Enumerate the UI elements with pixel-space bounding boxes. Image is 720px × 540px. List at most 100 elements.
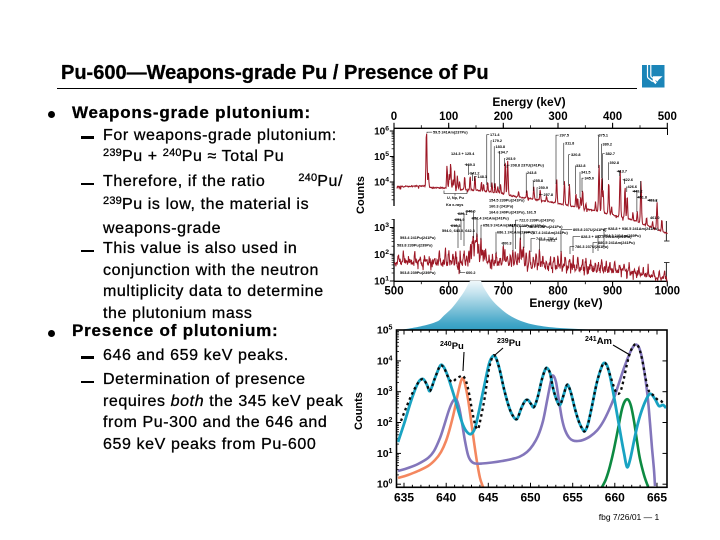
svg-text:593.4 241Pu(241Pu): 593.4 241Pu(241Pu) <box>400 236 436 240</box>
svg-text:U, Np, Pu: U, Np, Pu <box>447 196 465 200</box>
svg-text:Energy (keV): Energy (keV) <box>529 296 602 310</box>
svg-text:311.8: 311.8 <box>565 142 574 146</box>
svg-text:100: 100 <box>377 478 393 491</box>
svg-text:382.7: 382.7 <box>606 152 616 156</box>
svg-text:297.5: 297.5 <box>560 134 570 138</box>
svg-text:fbg 7/26/01 — 1: fbg 7/26/01 — 1 <box>599 512 660 522</box>
svg-text:900: 900 <box>603 286 622 298</box>
svg-text:243.8: 243.8 <box>527 171 537 175</box>
svg-text:300: 300 <box>548 111 567 123</box>
svg-text:160.3 (241Pu): 160.3 (241Pu) <box>489 205 514 209</box>
svg-text:380.2: 380.2 <box>603 143 613 147</box>
svg-text:179.2: 179.2 <box>493 139 503 143</box>
svg-text:737.4 241Am(241Pu): 737.4 241Am(241Pu) <box>531 231 568 235</box>
svg-text:139.3: 139.3 <box>466 163 476 167</box>
svg-text:103: 103 <box>374 222 389 234</box>
svg-text:101: 101 <box>377 447 393 460</box>
svg-text:Counts: Counts <box>355 176 367 214</box>
svg-text:722.0 239Pu(241Pu): 722.0 239Pu(241Pu) <box>519 219 555 223</box>
svg-text:164.6 240Pu(241Pu), 161.5: 164.6 240Pu(241Pu), 161.5 <box>489 211 536 215</box>
svg-text:449.2: 449.2 <box>633 190 643 194</box>
svg-text:745.4, 756.4: 745.4, 756.4 <box>536 237 558 241</box>
svg-text:805.8 237U(241Pu): 805.8 237U(241Pu) <box>573 228 607 232</box>
svg-text:481.2: 481.2 <box>648 199 658 203</box>
svg-text:375.1: 375.1 <box>599 134 609 138</box>
svg-text:104: 104 <box>377 354 393 367</box>
svg-text:103: 103 <box>377 385 393 398</box>
svg-text:426.6: 426.6 <box>628 185 638 189</box>
svg-text:413.7: 413.7 <box>618 170 628 174</box>
svg-text:786.3 237U(241Pu): 786.3 237U(241Pu) <box>575 245 609 249</box>
svg-text:102: 102 <box>377 416 393 429</box>
svg-text:928.8 + 936.5 241Am(241Pu): 928.8 + 936.5 241Am(241Pu) <box>608 227 659 231</box>
svg-text:652.4 241Am(241Pu): 652.4 241Am(241Pu) <box>472 217 509 221</box>
svg-text:660: 660 <box>605 491 625 505</box>
svg-text:183.8: 183.8 <box>496 145 506 149</box>
svg-text:665: 665 <box>647 491 667 505</box>
svg-text:171.4: 171.4 <box>490 133 500 137</box>
svg-text:635: 635 <box>394 491 414 505</box>
svg-text:904.3 241Am(239Pu): 904.3 241Am(239Pu) <box>604 234 641 238</box>
svg-text:59.5 241Am(237Pu): 59.5 241Am(237Pu) <box>433 131 468 135</box>
svg-text:700.3: 700.3 <box>502 242 512 246</box>
svg-text:Kα x-rays: Kα x-rays <box>446 203 463 207</box>
svg-text:717.7 239Pu(238Pu): 717.7 239Pu(238Pu) <box>509 224 545 228</box>
svg-text:0: 0 <box>391 111 397 123</box>
svg-text:320.8: 320.8 <box>571 153 581 157</box>
svg-text:208.8 237U(241Pu): 208.8 237U(241Pu) <box>511 164 545 168</box>
svg-text:629.1: 629.1 <box>458 212 468 216</box>
svg-text:600.2: 600.2 <box>466 271 476 275</box>
svg-text:640: 640 <box>436 491 456 505</box>
svg-text:257.8: 257.8 <box>544 193 554 197</box>
svg-text:124.3 + 125.4: 124.3 + 125.4 <box>451 152 475 156</box>
svg-text:Energy (keV): Energy (keV) <box>492 95 565 109</box>
svg-text:332.8: 332.8 <box>576 164 586 168</box>
svg-text:1000: 1000 <box>655 286 681 298</box>
svg-text:500: 500 <box>384 286 403 298</box>
svg-text:769.2: 769.2 <box>546 239 556 243</box>
svg-text:730.8 239Pu(241Pu): 730.8 239Pu(241Pu) <box>527 225 563 229</box>
svg-text:345.0: 345.0 <box>585 177 595 181</box>
svg-text:200: 200 <box>494 111 513 123</box>
svg-text:651.9: 651.9 <box>455 218 465 222</box>
svg-text:650: 650 <box>520 491 540 505</box>
svg-text:240Pu: 240Pu <box>440 341 464 352</box>
svg-text:100: 100 <box>439 111 458 123</box>
svg-text:241Am: 241Am <box>585 336 612 347</box>
svg-text:583.8 239Pu(239Pu): 583.8 239Pu(239Pu) <box>397 244 433 248</box>
svg-text:154.5 239Pu(241Pu): 154.5 239Pu(241Pu) <box>489 199 525 203</box>
svg-text:105: 105 <box>377 324 393 337</box>
svg-text:105: 105 <box>374 151 389 163</box>
svg-text:800: 800 <box>548 286 567 298</box>
svg-text:141.2: 141.2 <box>470 172 480 176</box>
svg-text:203.9: 203.9 <box>506 157 516 161</box>
svg-text:500: 500 <box>658 111 677 123</box>
svg-text:655: 655 <box>563 491 583 505</box>
svg-text:194.7: 194.7 <box>499 151 509 155</box>
svg-text:880.5 241Am(241Pu): 880.5 241Am(241Pu) <box>598 241 635 245</box>
svg-text:645: 645 <box>478 491 498 505</box>
svg-text:106: 106 <box>374 126 389 138</box>
svg-text:646.0: 646.0 <box>466 210 476 214</box>
svg-text:658.9 241Am(241Pu): 658.9 241Am(241Pu) <box>483 224 520 228</box>
svg-text:600: 600 <box>439 286 458 298</box>
svg-text:341.5: 341.5 <box>581 171 591 175</box>
svg-text:400: 400 <box>603 111 622 123</box>
svg-text:392.8: 392.8 <box>610 161 620 165</box>
svg-text:104: 104 <box>374 177 389 189</box>
svg-text:503.8 239Pu(239Pu): 503.8 239Pu(239Pu) <box>400 271 436 275</box>
svg-text:250.9: 250.9 <box>539 186 549 190</box>
svg-text:255.8: 255.8 <box>534 179 544 183</box>
svg-text:461.0: 461.0 <box>650 216 660 220</box>
svg-text:101: 101 <box>374 276 389 288</box>
svg-text:102: 102 <box>374 249 389 261</box>
svg-text:594.0, 643.0, 642.3: 594.0, 643.0, 642.3 <box>442 229 475 233</box>
svg-text:828.3 + 852.5 241Am(241Pu): 828.3 + 852.5 241Am(241Pu) <box>581 235 632 239</box>
svg-text:700: 700 <box>494 286 513 298</box>
svg-text:148.1: 148.1 <box>478 175 488 179</box>
svg-text:618.3: 618.3 <box>451 224 461 228</box>
svg-text:Counts: Counts <box>353 392 365 430</box>
svg-text:422.6: 422.6 <box>624 178 634 182</box>
svg-text:451.8: 451.8 <box>638 196 648 200</box>
svg-text:239Pu: 239Pu <box>497 338 521 349</box>
